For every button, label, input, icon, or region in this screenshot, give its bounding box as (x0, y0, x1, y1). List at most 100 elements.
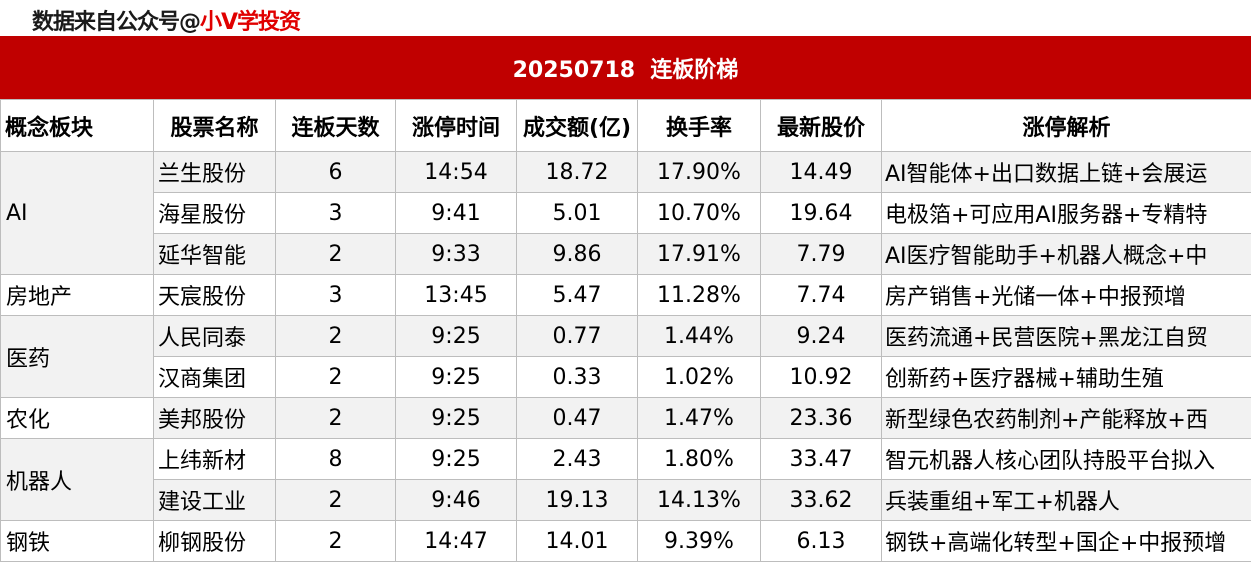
source-brand: 小V学投资 (200, 10, 301, 35)
amount-cell: 18.72 (516, 151, 638, 193)
analysis-cell: 智元机器人核心团队持股平台拟入 (881, 438, 1251, 480)
table-row: 农化 美邦股份 2 9:25 0.47 1.47% 23.36 新型绿色农药制剂+产能释放+西 (0, 397, 1251, 439)
turnover-cell: 9.39% (637, 520, 761, 562)
limit-time-cell: 9:41 (395, 192, 517, 234)
sector-cell: 机器人 (0, 438, 154, 521)
table-row: 钢铁 柳钢股份 2 14:47 14.01 9.39% 6.13 钢铁+高端化转型+国企+中报… (0, 520, 1251, 562)
col-turnover: 换手率 (637, 99, 761, 152)
amount-cell: 14.01 (516, 520, 638, 562)
turnover-cell: 10.70% (637, 192, 761, 234)
analysis-cell: 新型绿色农药制剂+产能释放+西 (881, 397, 1251, 439)
limit-days-cell: 2 (275, 315, 396, 357)
limit-days-cell: 2 (275, 479, 396, 521)
analysis-cell: 钢铁+高端化转型+国企+中报预增 (881, 520, 1251, 562)
price-cell: 23.36 (760, 397, 882, 439)
limit-days-cell: 8 (275, 438, 396, 480)
price-cell: 19.64 (760, 192, 882, 234)
limit-time-cell: 9:25 (395, 397, 517, 439)
source-banner: 数据来自公众号@小V学投资 (0, 0, 1251, 36)
limit-days-cell: 2 (275, 356, 396, 398)
limit-up-ladder-table: 概念板块 股票名称 连板天数 涨停时间 成交额(亿) 换手率 最新股价 涨停解析… (0, 99, 1251, 562)
source-text: 数据来自公众号@小V学投资 (32, 4, 301, 36)
table-row: 海星股份 3 9:41 5.01 10.70% 19.64 电极箔+可应用AI服务器+专精特 (1, 192, 1251, 234)
table-row: 建设工业 2 9:46 19.13 14.13% 33.62 兵装重组+军工+机器人 (1, 479, 1251, 521)
col-sector: 概念板块 (0, 99, 154, 152)
amount-cell: 0.47 (516, 397, 638, 439)
price-cell: 33.62 (760, 479, 882, 521)
stock-name-cell: 延华智能 (153, 233, 276, 275)
stock-name-cell: 天宸股份 (153, 274, 276, 316)
limit-days-cell: 6 (275, 151, 396, 193)
table-row: 房地产 天宸股份 3 13:45 5.47 11.28% 7.74 房产销售+光储一体+中报预… (0, 274, 1251, 316)
stock-name-cell: 美邦股份 (153, 397, 276, 439)
table-body: AI 兰生股份 6 14:54 18.72 17.90% 14.49 AI智能体+出口数据上链… (0, 151, 1251, 562)
stock-name-cell: 建设工业 (153, 479, 276, 521)
table-row: AI 兰生股份 6 14:54 18.72 17.90% 14.49 AI智能体+出口数据上链… (0, 151, 1251, 275)
table-row: 汉商集团 2 9:25 0.33 1.02% 10.92 创新药+医疗器械+辅助生殖 (1, 356, 1251, 398)
limit-days-cell: 2 (275, 397, 396, 439)
turnover-cell: 1.47% (637, 397, 761, 439)
stock-name-cell: 人民同泰 (153, 315, 276, 357)
table-row: 延华智能 2 9:33 9.86 17.91% 7.79 AI医疗智能助手+机器人概念+中 (1, 233, 1251, 275)
table-row: 医药 人民同泰 2 9:25 0.77 1.44% 9.24 医药流通+民营医院+黑龙江自贸 (0, 315, 1251, 398)
analysis-cell: 房产销售+光储一体+中报预增 (881, 274, 1251, 316)
amount-cell: 2.43 (516, 438, 638, 480)
limit-time-cell: 9:25 (395, 315, 517, 357)
price-cell: 33.47 (760, 438, 882, 480)
source-prefix: 数据来自公众号@ (32, 10, 201, 35)
amount-cell: 0.33 (516, 356, 638, 398)
limit-time-cell: 9:46 (395, 479, 517, 521)
sector-cell: 医药 (0, 315, 154, 398)
analysis-cell: 医药流通+民营医院+黑龙江自贸 (881, 315, 1251, 357)
analysis-cell: AI智能体+出口数据上链+会展运 (881, 151, 1251, 193)
price-cell: 9.24 (760, 315, 882, 357)
limit-days-cell: 2 (275, 520, 396, 562)
price-cell: 10.92 (760, 356, 882, 398)
limit-time-cell: 14:54 (395, 151, 517, 193)
col-stock-name: 股票名称 (153, 99, 276, 152)
turnover-cell: 17.91% (637, 233, 761, 275)
price-cell: 7.79 (760, 233, 882, 275)
analysis-cell: 电极箔+可应用AI服务器+专精特 (881, 192, 1251, 234)
amount-cell: 5.47 (516, 274, 638, 316)
turnover-cell: 14.13% (637, 479, 761, 521)
stock-name-cell: 柳钢股份 (153, 520, 276, 562)
limit-days-cell: 3 (275, 192, 396, 234)
table-row: 机器人 上纬新材 8 9:25 2.43 1.80% 33.47 智元机器人核心团队持股平台拟… (0, 438, 1251, 521)
limit-time-cell: 13:45 (395, 274, 517, 316)
amount-cell: 19.13 (516, 479, 638, 521)
analysis-cell: AI医疗智能助手+机器人概念+中 (881, 233, 1251, 275)
amount-cell: 0.77 (516, 315, 638, 357)
analysis-cell: 兵装重组+军工+机器人 (881, 479, 1251, 521)
limit-time-cell: 9:25 (395, 356, 517, 398)
price-cell: 7.74 (760, 274, 882, 316)
stock-name-cell: 上纬新材 (153, 438, 276, 480)
col-amount: 成交额(亿) (516, 99, 638, 152)
sector-cell: AI (0, 151, 154, 275)
price-cell: 14.49 (760, 151, 882, 193)
stock-name-cell: 汉商集团 (153, 356, 276, 398)
limit-time-cell: 9:25 (395, 438, 517, 480)
col-price: 最新股价 (760, 99, 882, 152)
limit-days-cell: 2 (275, 233, 396, 275)
price-cell: 6.13 (760, 520, 882, 562)
col-limit-days: 连板天数 (275, 99, 396, 152)
col-analysis: 涨停解析 (881, 99, 1251, 152)
stock-name-cell: 海星股份 (153, 192, 276, 234)
amount-cell: 5.01 (516, 192, 638, 234)
table-title: 20250718 连板阶梯 (0, 36, 1251, 99)
turnover-cell: 11.28% (637, 274, 761, 316)
header-row: 概念板块 股票名称 连板天数 涨停时间 成交额(亿) 换手率 最新股价 涨停解析 (0, 99, 1251, 152)
sector-cell: 钢铁 (0, 520, 154, 562)
limit-days-cell: 3 (275, 274, 396, 316)
limit-time-cell: 14:47 (395, 520, 517, 562)
col-limit-time: 涨停时间 (395, 99, 517, 152)
analysis-cell: 创新药+医疗器械+辅助生殖 (881, 356, 1251, 398)
turnover-cell: 1.44% (637, 315, 761, 357)
amount-cell: 9.86 (516, 233, 638, 275)
turnover-cell: 1.80% (637, 438, 761, 480)
turnover-cell: 17.90% (637, 151, 761, 193)
stock-name-cell: 兰生股份 (153, 151, 276, 193)
sector-cell: 房地产 (0, 274, 154, 316)
turnover-cell: 1.02% (637, 356, 761, 398)
